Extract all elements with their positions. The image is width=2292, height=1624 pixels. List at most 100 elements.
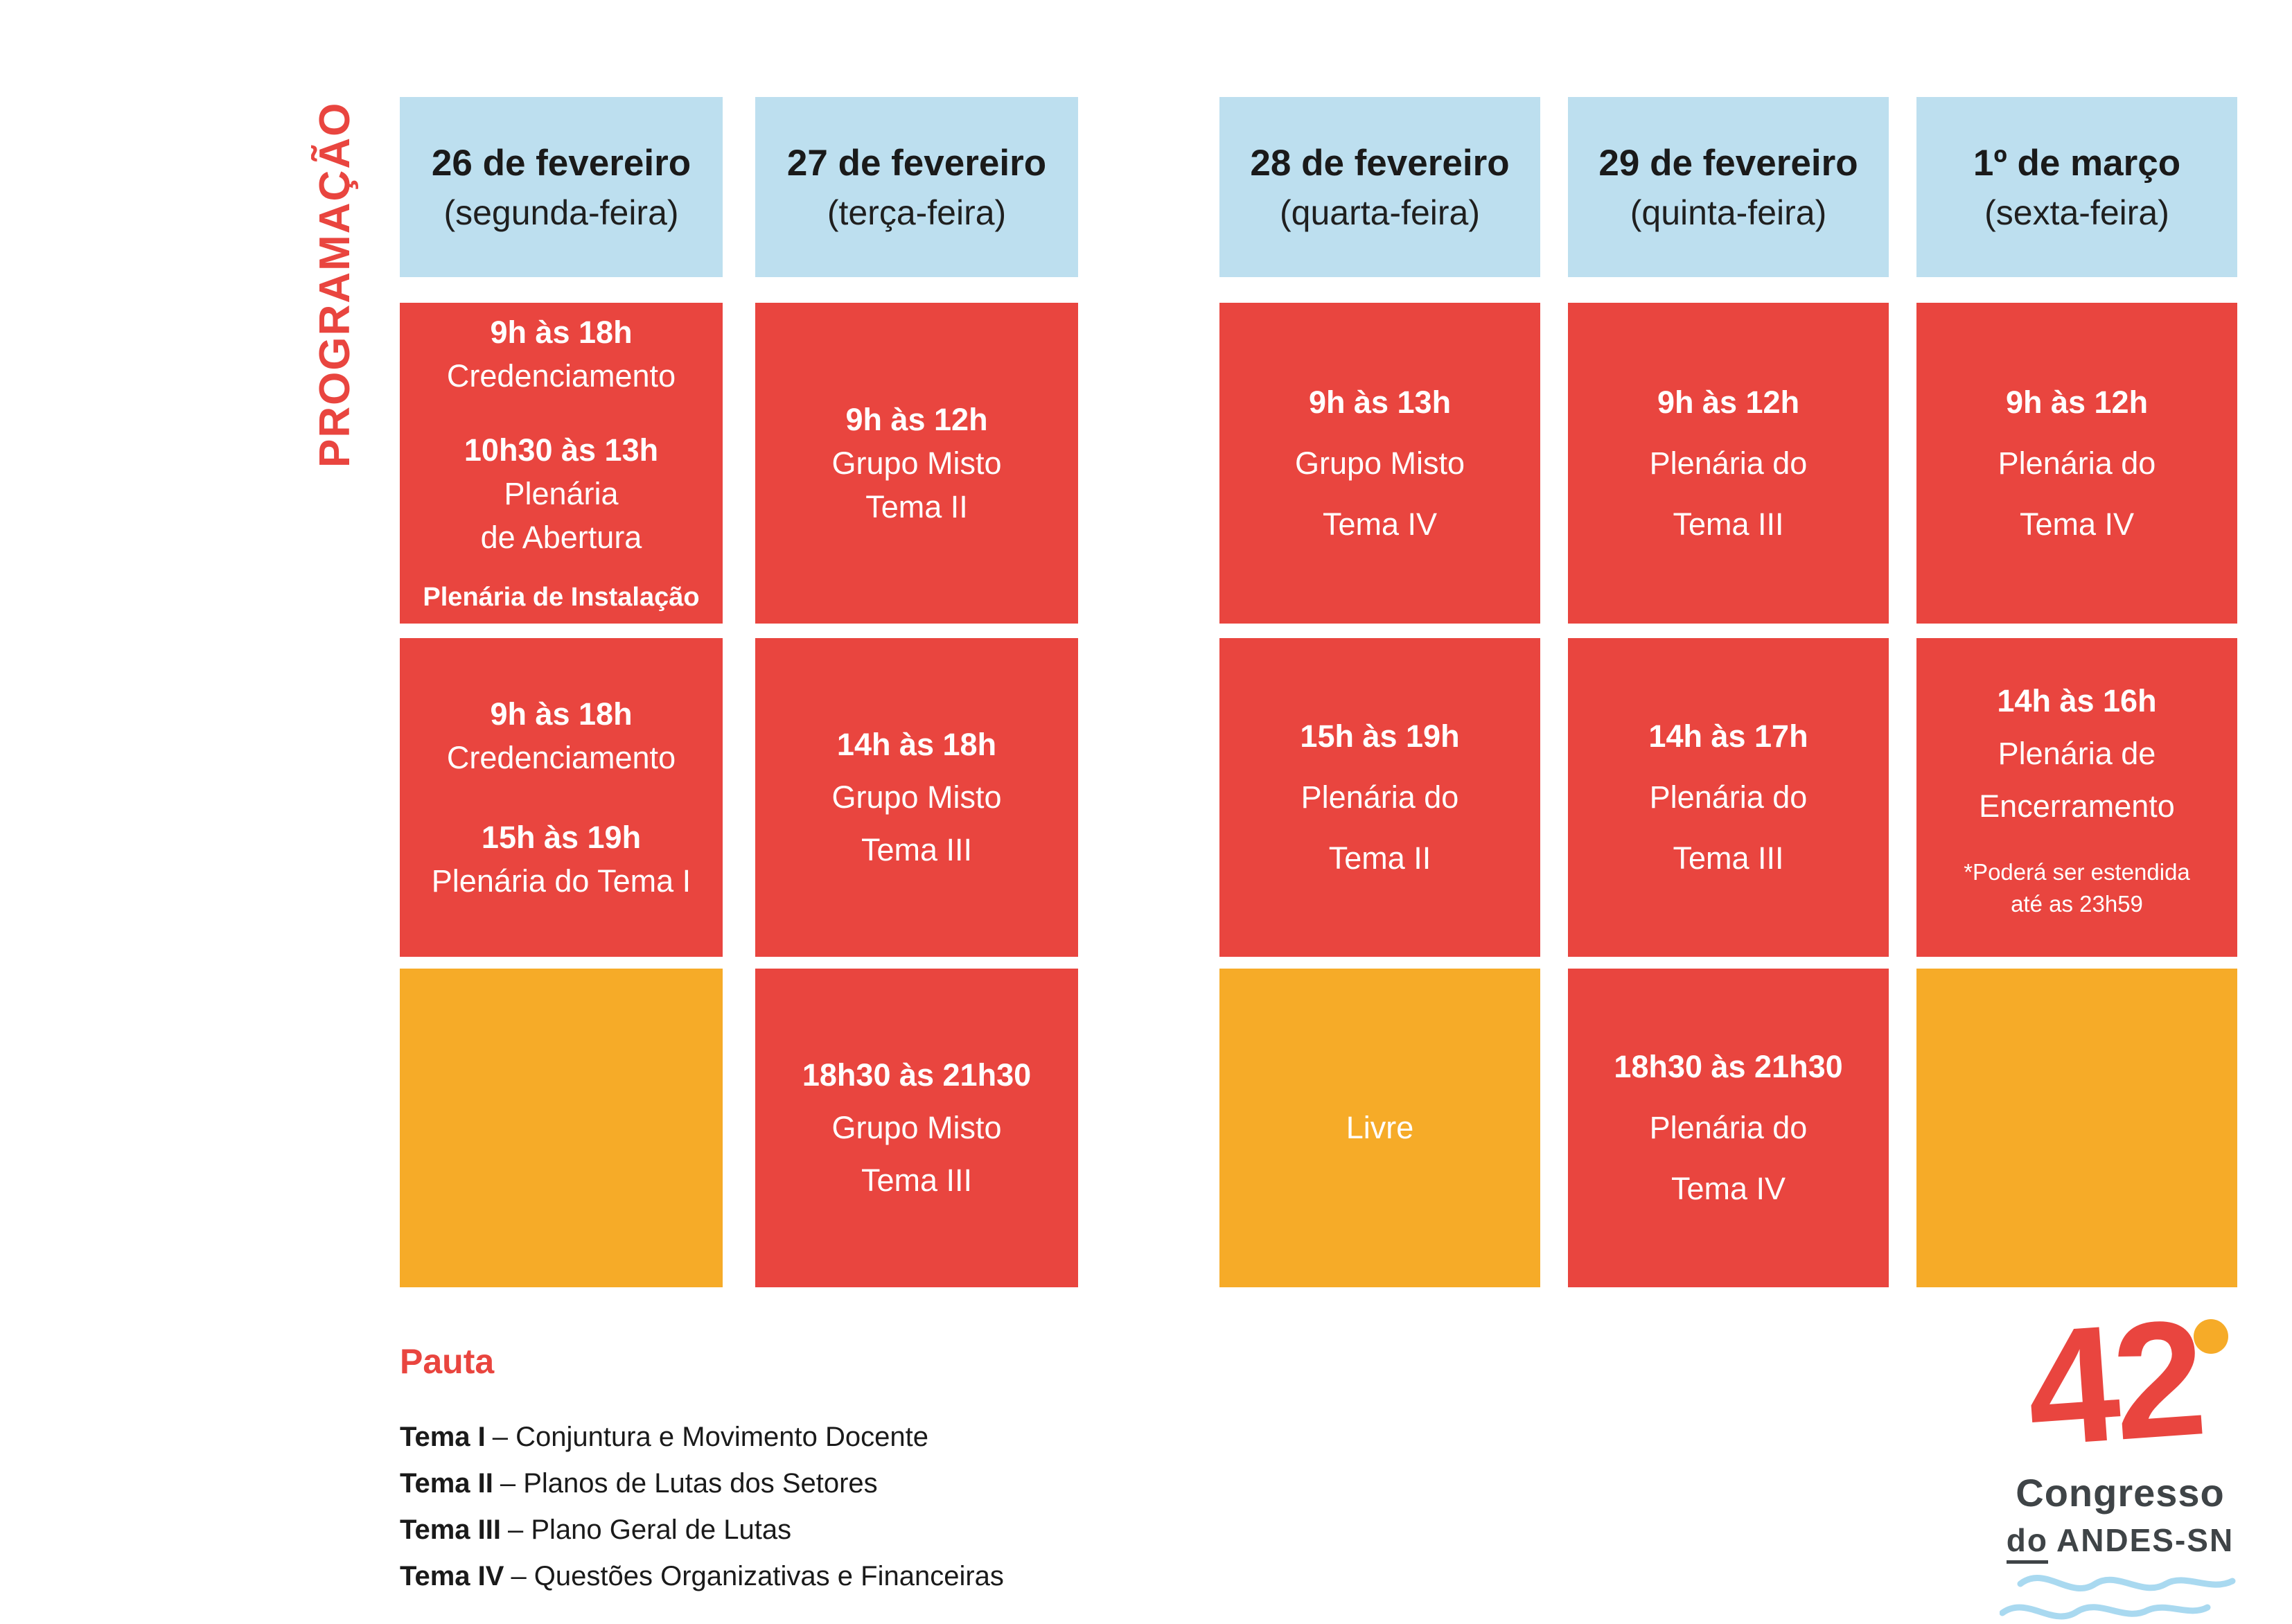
schedule-cell: 14h às 17h Plenária do Tema III [1568, 638, 1889, 957]
cell-activity: Plenária do Tema I [431, 863, 691, 899]
schedule-cell: 9h às 18h Credenciamento 15h às 19h Plen… [400, 638, 723, 957]
day-column-29-fevereiro: 29 de fevereiro (quinta-feira) 9h às 12h… [1568, 97, 1889, 1287]
pauta-item: Tema III – Plano Geral de Lutas [400, 1515, 1004, 1546]
cell-time: 18h30 às 21h30 [802, 1057, 1032, 1093]
pauta-item-term: Tema III [400, 1515, 501, 1545]
schedule-cell: 9h às 12h Plenária do Tema IV [1916, 303, 2237, 624]
cell-time: 15h às 19h [481, 820, 642, 855]
cell-activity: Credenciamento [446, 740, 676, 775]
cell-time: 9h às 18h [490, 696, 633, 732]
pauta-item: Tema IV – Questões Organizativas e Financ… [400, 1561, 1004, 1592]
header-date: 28 de fevereiro [1250, 142, 1510, 184]
day-column-27-fevereiro: 27 de fevereiro (terça-feira) 9h às 12h … [755, 97, 1078, 1287]
day-header: 29 de fevereiro (quinta-feira) [1568, 97, 1889, 277]
day-header: 28 de fevereiro (quarta-feira) [1219, 97, 1540, 277]
cell-activity: Tema IV [1670, 1171, 1786, 1206]
header-date: 26 de fevereiro [431, 142, 691, 184]
header-weekday: (quarta-feira) [1280, 193, 1480, 232]
cell-activity: de Abertura [480, 520, 642, 555]
day-column-28-fevereiro: 28 de fevereiro (quarta-feira) 9h às 13h… [1219, 97, 1540, 1287]
pauta-item: Tema I – Conjuntura e Movimento Docente [400, 1422, 1004, 1453]
cell-activity: Plenária do [1998, 445, 2156, 481]
day-column-1-marco: 1º de março (sexta-feira) 9h às 12h Plen… [1916, 97, 2237, 1287]
schedule-cell: 14h às 16h Plenária de Encerramento *Pod… [1916, 638, 2237, 957]
pauta-item-term: Tema I [400, 1422, 486, 1452]
pauta-item-term: Tema IV [400, 1561, 504, 1591]
pauta-item-desc: – Questões Organizativas e Financeiras [511, 1561, 1004, 1591]
cell-time: 9h às 13h [1308, 384, 1452, 420]
cell-footnote: *Poderá ser estendida até as 23h59 [1964, 856, 2190, 920]
pauta-title: Pauta [400, 1342, 495, 1381]
cell-time: 9h às 12h [2005, 384, 2149, 420]
cell-activity: Tema III [1673, 840, 1784, 876]
cell-activity: Plenária do [1649, 779, 1808, 815]
cell-time: 10h30 às 13h [464, 432, 659, 468]
pauta-item-desc: – Planos de Lutas dos Setores [500, 1468, 878, 1499]
header-weekday: (quinta-feira) [1630, 193, 1827, 232]
cell-time: 14h às 16h [1997, 683, 2157, 718]
schedule-cell: 9h às 18h Credenciamento 10h30 às 13h Pl… [400, 303, 723, 624]
cell-activity: Livre [1346, 1110, 1414, 1145]
logo-org-text: do ANDES-SN [1995, 1521, 2245, 1564]
schedule-cell: 18h30 às 21h30 Grupo Misto Tema III [755, 969, 1078, 1287]
cell-activity-note: Plenária de Instalação [423, 583, 700, 612]
cell-activity: Tema III [861, 832, 973, 867]
pauta-item-desc: – Plano Geral de Lutas [507, 1515, 792, 1545]
cell-activity: Plenária do [1301, 779, 1459, 815]
page-title-vertical: PROGRAMAÇÃO [311, 101, 359, 468]
schedule-cell: 14h às 18h Grupo Misto Tema III [755, 638, 1078, 957]
day-header: 27 de fevereiro (terça-feira) [755, 97, 1078, 277]
header-date: 27 de fevereiro [786, 142, 1047, 184]
sun-dot-icon [2194, 1319, 2228, 1354]
cell-activity: Grupo Misto [831, 1110, 1002, 1145]
cell-time: 9h às 18h [490, 315, 633, 350]
cell-time: 9h às 12h [845, 402, 988, 437]
logo-number-42: 42 [2021, 1285, 2206, 1481]
schedule-cell: 15h às 19h Plenária do Tema II [1219, 638, 1540, 957]
free-slot-cell [1916, 969, 2237, 1287]
cell-activity: Credenciamento [446, 358, 676, 394]
cell-activity: Tema III [1673, 506, 1784, 542]
logo-congress-text: Congresso [2016, 1471, 2225, 1515]
day-header: 26 de fevereiro (segunda-feira) [400, 97, 723, 277]
schedule-cell: 9h às 12h Plenária do Tema III [1568, 303, 1889, 624]
day-column-26-fevereiro: 26 de fevereiro (segunda-feira) 9h às 18… [400, 97, 723, 1287]
footnote-line: até as 23h59 [2011, 891, 2143, 917]
header-weekday: (terça-feira) [827, 193, 1007, 232]
cell-activity: Plenária [504, 476, 619, 511]
wave-lines-icon [2000, 1574, 2236, 1620]
day-header: 1º de março (sexta-feira) [1916, 97, 2237, 277]
pauta-item-term: Tema II [400, 1468, 493, 1499]
free-slot-cell: Livre [1219, 969, 1540, 1287]
pauta-item-desc: – Conjuntura e Movimento Docente [492, 1422, 928, 1452]
free-slot-cell [400, 969, 723, 1287]
cell-activity: Tema IV [1322, 506, 1438, 542]
pauta-section: Pauta Tema I – Conjuntura e Movimento Doc… [400, 1341, 1004, 1607]
logo-do-text: do [2006, 1522, 2048, 1564]
pauta-item: Tema II – Planos de Lutas dos Setores [400, 1468, 1004, 1499]
cell-activity: Grupo Misto [1294, 445, 1465, 481]
cell-activity: Plenária de [1998, 736, 2156, 771]
schedule-cell: 9h às 12h Grupo Misto Tema II [755, 303, 1078, 624]
footnote-line: *Poderá ser estendida [1964, 859, 2190, 885]
cell-time: 14h às 18h [836, 727, 997, 762]
congress-logo: 42 Congresso do ANDES-SN [1995, 1286, 2245, 1620]
schedule-cell: 9h às 13h Grupo Misto Tema IV [1219, 303, 1540, 624]
logo-andes-sn-text: ANDES-SN [2056, 1522, 2234, 1558]
header-date: 29 de fevereiro [1598, 142, 1858, 184]
cell-activity: Tema II [865, 489, 968, 524]
cell-activity: Encerramento [1979, 788, 2175, 824]
header-weekday: (sexta-feira) [1984, 193, 2169, 232]
cell-time: 9h às 12h [1657, 384, 1800, 420]
cell-activity: Tema III [861, 1163, 973, 1198]
cell-time: 15h às 19h [1300, 718, 1460, 754]
cell-time: 14h às 17h [1648, 718, 1808, 754]
header-date: 1º de março [1973, 142, 2181, 184]
cell-activity: Plenária do [1649, 1110, 1808, 1145]
cell-activity: Grupo Misto [831, 445, 1002, 481]
schedule-cell: 18h30 às 21h30 Plenária do Tema IV [1568, 969, 1889, 1287]
cell-activity: Tema IV [2019, 506, 2135, 542]
cell-activity: Plenária do [1649, 445, 1808, 481]
cell-time: 18h30 às 21h30 [1614, 1049, 1843, 1084]
